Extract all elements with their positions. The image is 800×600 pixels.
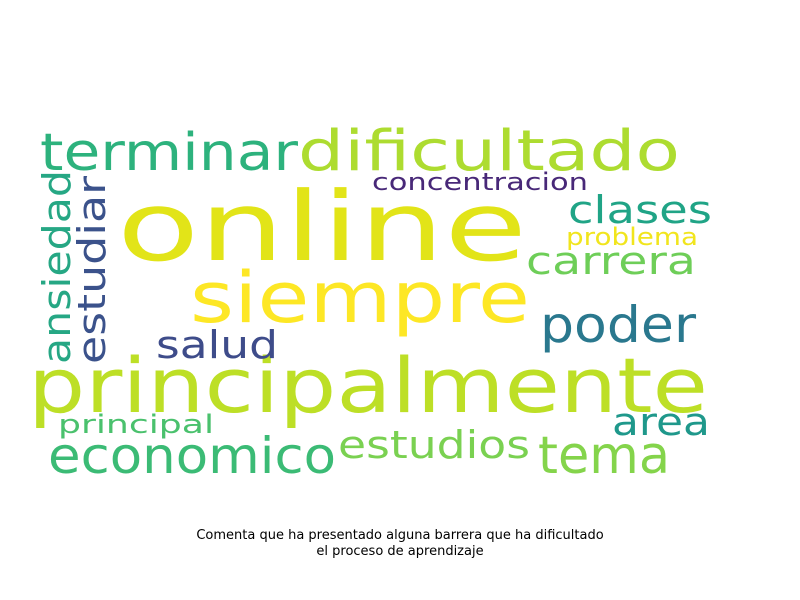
word-online: online: [117, 171, 527, 283]
word-siempre: siempre: [190, 257, 530, 339]
word-terminar: terminar: [40, 123, 299, 183]
word-concentracion: concentracion: [372, 168, 588, 196]
word-clases: clases: [568, 188, 712, 232]
word-salud: salud: [156, 323, 278, 367]
figure-caption: Comenta que ha presentado alguna barrera…: [0, 528, 800, 560]
word-problema: problema: [566, 223, 698, 251]
word-tema: tema: [538, 426, 670, 486]
word-poder: poder: [540, 296, 696, 354]
word-ansiedad: ansiedad: [35, 170, 79, 364]
word-area: area: [612, 400, 710, 444]
caption-line-1: Comenta que ha presentado alguna barrera…: [196, 528, 604, 543]
word-carrera: carrera: [526, 239, 696, 283]
word-dificultado: dificultado: [298, 119, 680, 184]
word-estudios: estudios: [338, 423, 530, 467]
word-principalmente: principalmente: [28, 341, 708, 430]
word-principal: principal: [58, 410, 214, 440]
word-economico: economico: [48, 427, 336, 485]
caption-line-2: el proceso de aprendizaje: [316, 544, 484, 559]
word-estudiar: estudiar: [70, 176, 114, 364]
